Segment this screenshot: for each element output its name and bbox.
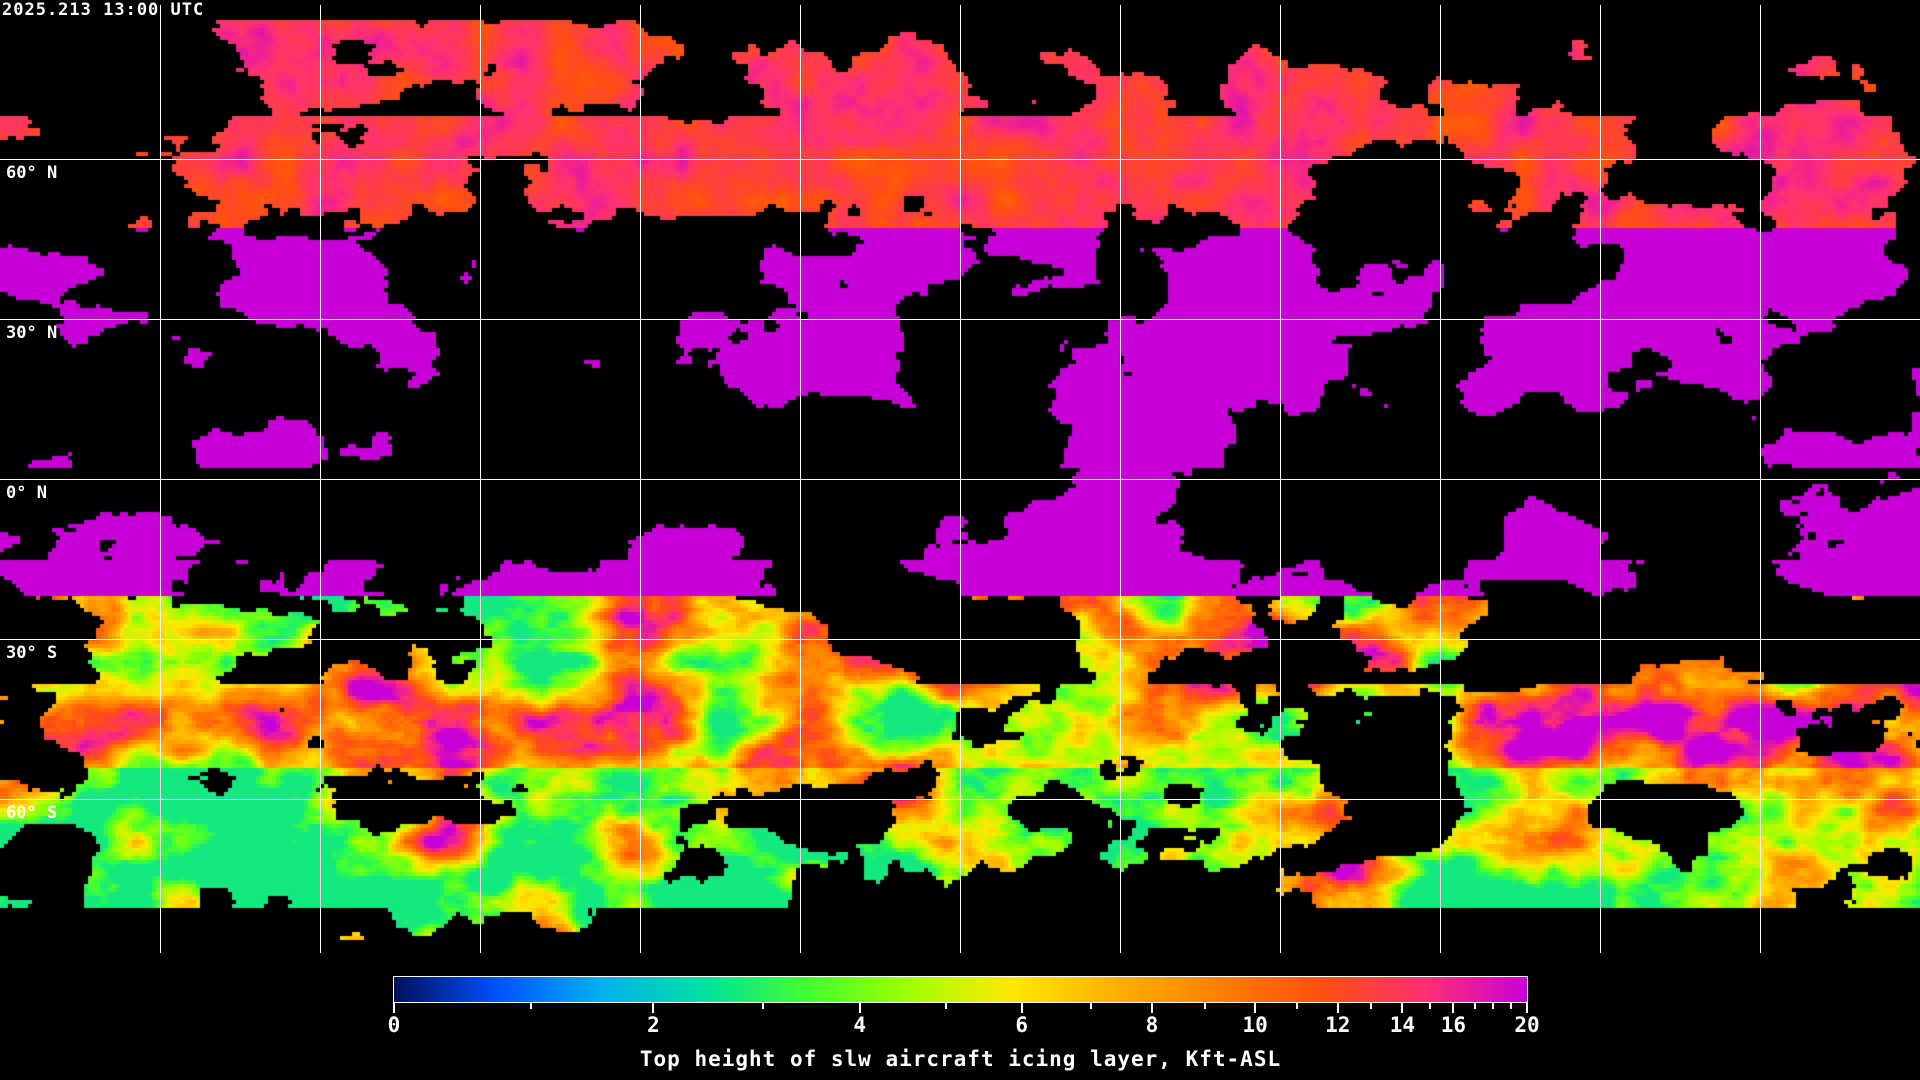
tick-label: 10 [1242, 1013, 1268, 1037]
tick-label: 8 [1145, 1013, 1159, 1037]
parallel-line [0, 479, 1920, 480]
minor-tick [762, 1003, 765, 1009]
minor-tick [530, 1003, 533, 1009]
icing-map: 60° N 30° N 0° N 30° S 60° S 2025.213 13… [0, 0, 1920, 960]
major-tick [1020, 1003, 1023, 1013]
major-tick [1401, 1003, 1404, 1013]
parallel-line [0, 319, 1920, 320]
minor-tick [1089, 1003, 1092, 1009]
major-tick [1452, 1003, 1455, 1013]
tick-label: 16 [1440, 1013, 1466, 1037]
tick-label: 6 [1015, 1013, 1028, 1037]
tick-label: 2 [647, 1013, 660, 1037]
major-tick [652, 1003, 655, 1013]
major-tick [393, 1003, 395, 1013]
minor-tick [1428, 1003, 1431, 1009]
minor-tick [1473, 1003, 1476, 1009]
minor-tick [1296, 1003, 1298, 1009]
colorbar [393, 976, 1528, 1003]
tick-label: 20 [1514, 1013, 1540, 1037]
parallel-line [0, 639, 1920, 640]
tick-label: 0 [387, 1013, 401, 1037]
colorbar-title: Top height of slw aircraft icing layer, … [639, 1047, 1282, 1071]
lat-label-30s: 30° S [6, 643, 58, 663]
major-tick [1526, 1003, 1528, 1013]
lat-label-60s: 60° S [6, 803, 58, 823]
parallel-line [0, 159, 1920, 160]
minor-tick [1510, 1003, 1513, 1009]
major-tick [1254, 1003, 1257, 1013]
minor-tick [1204, 1003, 1207, 1009]
tick-label: 12 [1325, 1013, 1351, 1037]
tick-label: 4 [853, 1013, 866, 1037]
major-tick [1336, 1003, 1339, 1013]
lat-label-0: 0° N [6, 483, 47, 503]
parallel-line [0, 799, 1920, 800]
tick-label: 14 [1389, 1013, 1416, 1037]
minor-tick [1369, 1003, 1372, 1009]
lat-label-60n: 60° N [6, 163, 58, 183]
major-tick [858, 1003, 861, 1013]
minor-tick [1492, 1003, 1494, 1009]
timestamp: 2025.213 13:00 UTC [2, 0, 205, 20]
lat-label-30n: 30° N [6, 323, 58, 343]
minor-tick [944, 1003, 947, 1009]
major-tick [1150, 1003, 1153, 1013]
